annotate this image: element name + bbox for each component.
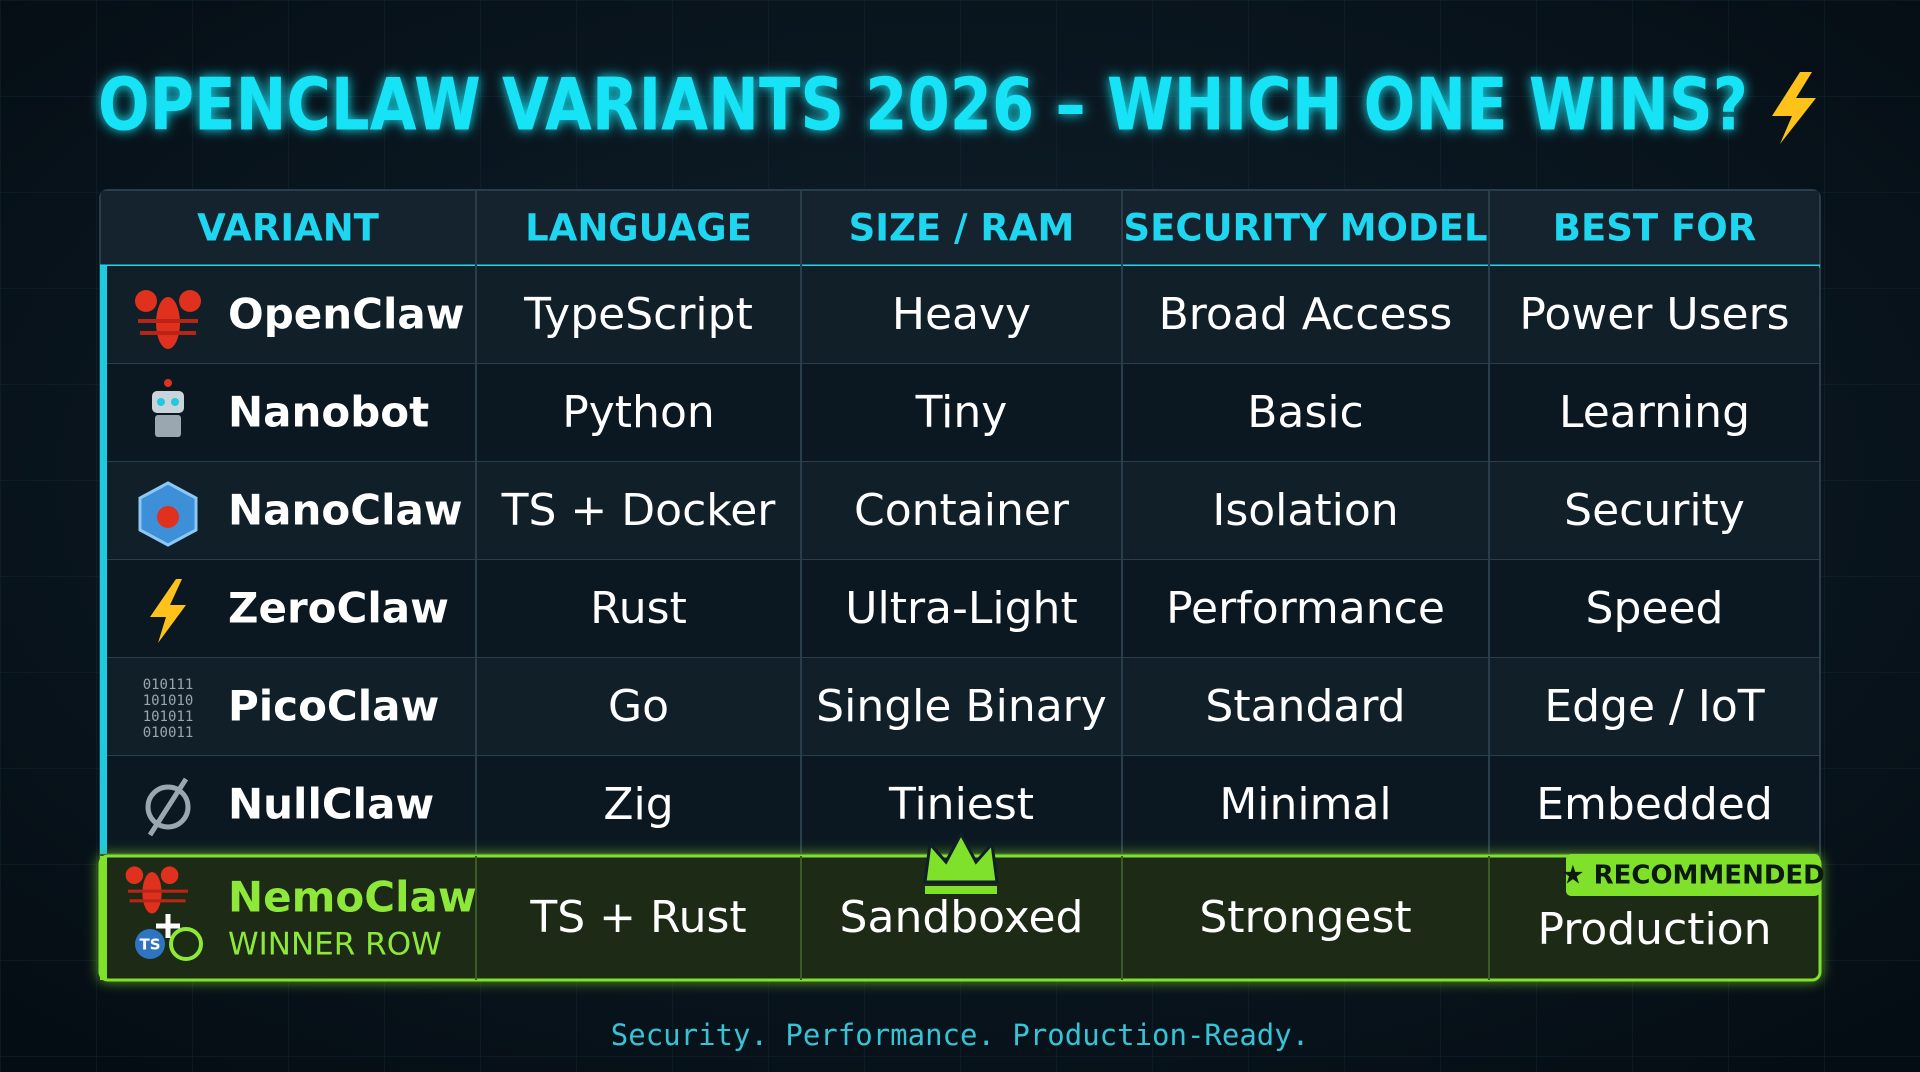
- cube-lobster: [157, 506, 179, 528]
- cell: TS + Docker: [501, 485, 777, 536]
- binary-icon-text: 010111: [143, 677, 194, 693]
- cell: Standard: [1205, 681, 1405, 732]
- cell: Security: [1564, 485, 1745, 536]
- cell: Broad Access: [1159, 289, 1453, 340]
- robot-head: [152, 391, 184, 413]
- cell: Learning: [1559, 387, 1750, 438]
- cell: Zig: [603, 779, 673, 830]
- null-icon-slash: [147, 777, 189, 837]
- footer-tagline: Security. Performance. Production-Ready.: [611, 1018, 1309, 1052]
- cell: Speed: [1586, 583, 1724, 634]
- recommended-badge-text: ★ RECOMMENDED: [1561, 861, 1825, 891]
- null-icon: [145, 784, 191, 830]
- header-cell: VARIANT: [197, 207, 380, 250]
- row-bg: [101, 266, 1819, 364]
- robot-eye: [157, 398, 165, 406]
- cell: Heavy: [892, 289, 1031, 340]
- binary-icon-text: 101011: [143, 709, 194, 725]
- row-bg: [101, 364, 1819, 462]
- lightning-icon: [150, 579, 186, 643]
- row-accent: [100, 658, 107, 756]
- cell: Tiny: [915, 387, 1008, 438]
- binary-icon-text: 010011: [143, 725, 194, 741]
- crown-icon: [923, 830, 999, 884]
- winner-accent: [100, 856, 107, 980]
- ts-badge: [135, 929, 165, 959]
- variant-name: OpenClaw: [228, 290, 465, 339]
- cell: Ultra-Light: [845, 583, 1077, 634]
- winner-cell: Production: [1537, 904, 1771, 955]
- cell: Performance: [1166, 583, 1445, 634]
- cell: Container: [854, 485, 1070, 536]
- table: VARIANT LANGUAGE SIZE / RAM SECURITY MODEL B…: [98, 190, 1825, 982]
- winner-cell: Strongest: [1199, 892, 1411, 943]
- winner-cell: Sandboxed: [840, 892, 1084, 943]
- lobster-legs: [138, 319, 198, 335]
- cell: Tiniest: [888, 779, 1034, 830]
- row-bg: [101, 462, 1819, 560]
- cell: Embedded: [1536, 779, 1773, 830]
- robot-eye: [171, 398, 179, 406]
- lobster-claw: [179, 290, 201, 312]
- cell: Basic: [1247, 387, 1364, 438]
- robot-antenna: [164, 379, 172, 387]
- cell: Edge / IoT: [1544, 681, 1764, 732]
- variant-name: ZeroClaw: [228, 584, 449, 633]
- cell: Isolation: [1212, 485, 1398, 536]
- header-cell: SECURITY MODEL: [1123, 207, 1487, 250]
- crown-base: [925, 886, 997, 894]
- variant-name: NullClaw: [228, 780, 434, 829]
- row-bg: [101, 560, 1819, 658]
- row-accent: [100, 560, 107, 658]
- lobster-claw: [125, 866, 144, 884]
- cell: Python: [562, 387, 715, 438]
- cell: Minimal: [1219, 779, 1391, 830]
- cell: Go: [608, 681, 669, 732]
- cell: TypeScript: [523, 289, 753, 340]
- cell: Rust: [590, 583, 687, 634]
- title: OPENCLAW VARIANTS 2026 – WHICH ONE WINS?: [98, 63, 1748, 147]
- variant-name: PicoClaw: [228, 682, 439, 731]
- variant-name: NanoClaw: [228, 486, 463, 535]
- cell: Single Binary: [816, 681, 1107, 732]
- recommended-badge: [1566, 854, 1820, 896]
- binary-icon-text: 101010: [143, 693, 194, 709]
- ts-badge-text: TS: [139, 936, 160, 954]
- winner-name: NemoClaw: [228, 873, 477, 922]
- variant-name: Nanobot: [228, 388, 429, 437]
- header-cell: BEST FOR: [1553, 207, 1756, 250]
- plus-sign: [156, 914, 180, 938]
- row-accent: [100, 462, 107, 560]
- row-accent: [100, 364, 107, 462]
- winner-cell: TS + Rust: [529, 892, 746, 943]
- cell: Power Users: [1519, 289, 1789, 340]
- winner-tag: WINNER ROW: [228, 927, 442, 963]
- row-bg: [101, 658, 1819, 756]
- header-cell: SIZE / RAM: [849, 207, 1075, 250]
- lobster-claw: [160, 866, 179, 884]
- lobster-legs: [128, 889, 188, 903]
- title-lightning-icon: [1772, 72, 1816, 144]
- lobster-claw: [135, 290, 157, 312]
- row-accent: [100, 266, 107, 364]
- rust-badge: [169, 927, 203, 961]
- row-accent: [100, 756, 107, 854]
- robot-body: [155, 415, 181, 437]
- header-cell: LANGUAGE: [525, 207, 752, 250]
- header-bg: [101, 191, 1819, 266]
